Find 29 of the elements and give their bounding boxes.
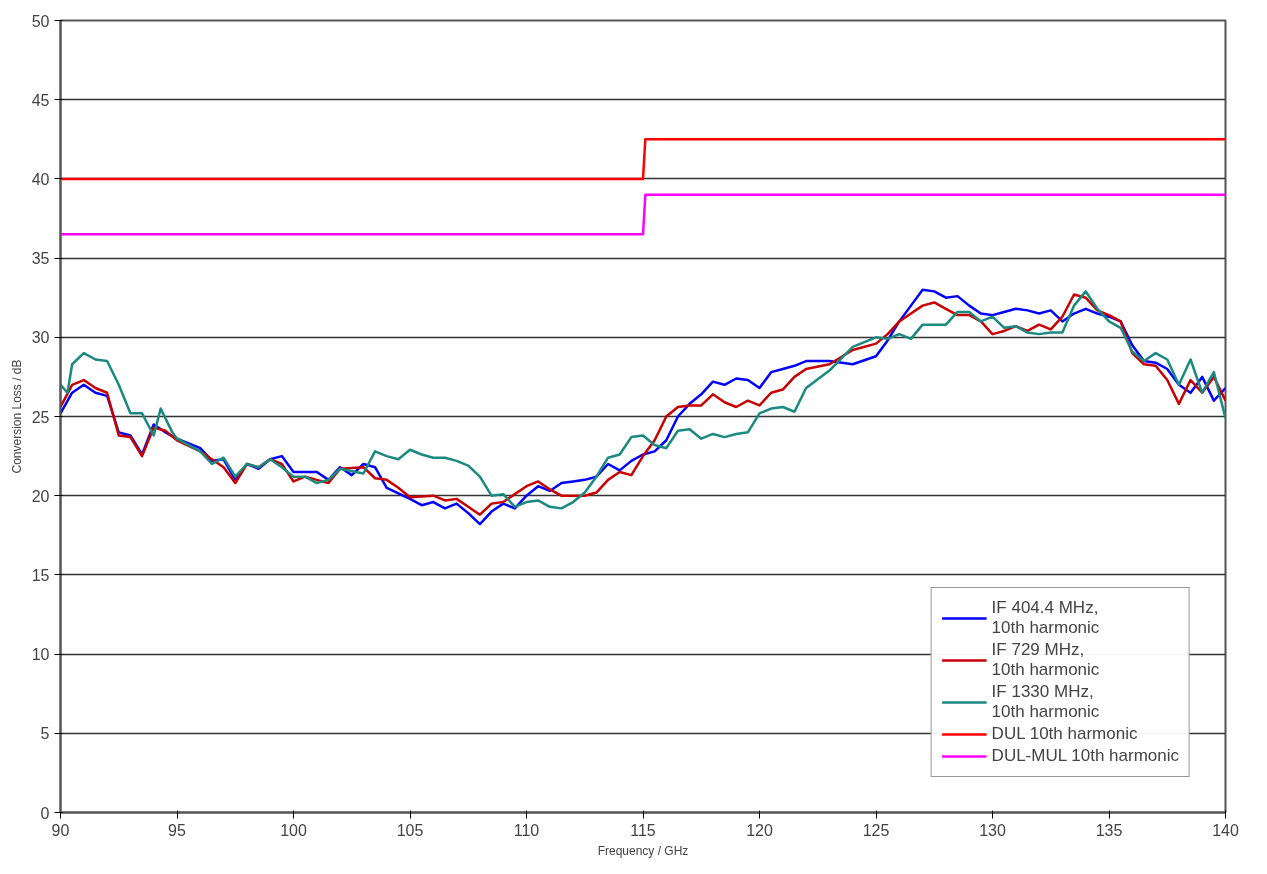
- x-tick-label: 125: [862, 821, 890, 839]
- y-tick-label: 10: [31, 646, 50, 664]
- x-axis-title: Frequency / GHz: [597, 843, 689, 858]
- x-tick-label: 100: [280, 821, 307, 839]
- x-tick-label: 105: [396, 821, 424, 839]
- y-tick-label: 25: [31, 408, 50, 426]
- y-tick-label: 20: [31, 487, 50, 505]
- legend-label: IF 1330 MHz, 10th harmonic: [991, 682, 1100, 722]
- y-tick-label: 50: [31, 12, 50, 30]
- y-tick-label: 45: [31, 91, 50, 109]
- y-tick-label: 5: [40, 725, 50, 743]
- y-tick-label: 15: [31, 566, 50, 584]
- x-tick-label: 110: [513, 821, 540, 839]
- legend-label: DUL 10th harmonic: [991, 724, 1138, 744]
- y-axis-title: Conversion Loss / dB: [9, 359, 24, 474]
- x-tick-label: 130: [979, 821, 1006, 839]
- x-tick-label: 95: [168, 821, 186, 839]
- legend-label: IF 404.4 MHz, 10th harmonic: [991, 598, 1100, 638]
- legend-label: DUL-MUL 10th harmonic: [991, 746, 1179, 766]
- y-tick-label: 0: [40, 804, 50, 822]
- y-tick-label: 40: [31, 170, 50, 188]
- y-tick-label: 30: [31, 329, 50, 347]
- x-tick-label: 120: [746, 821, 773, 839]
- y-tick-label: 35: [31, 250, 50, 268]
- legend-label: IF 729 MHz, 10th harmonic: [991, 640, 1100, 680]
- x-tick-label: 135: [1095, 821, 1123, 839]
- x-tick-label: 115: [630, 821, 656, 839]
- x-tick-label: 140: [1212, 821, 1239, 839]
- x-tick-label: 90: [51, 821, 70, 839]
